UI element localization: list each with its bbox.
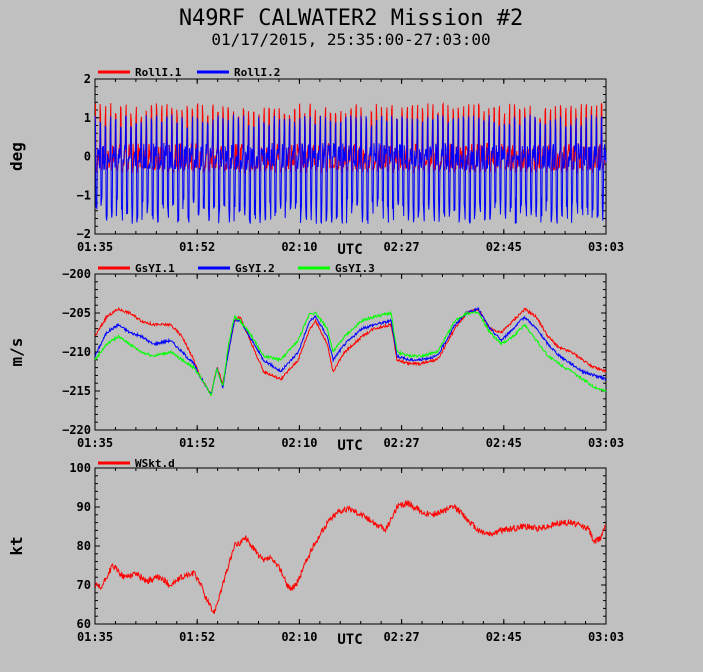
x-tick-label: 01:52 bbox=[179, 240, 215, 254]
y-axis-label: deg bbox=[7, 142, 26, 171]
y-tick-label: −215 bbox=[62, 384, 91, 398]
y-tick-label: 0 bbox=[84, 150, 91, 164]
x-axis-label: UTC bbox=[337, 438, 362, 454]
x-tick-label: 02:10 bbox=[281, 240, 317, 254]
x-tick-label: 03:03 bbox=[588, 240, 624, 254]
x-tick-label: 02:27 bbox=[384, 436, 420, 450]
y-tick-label: −200 bbox=[62, 267, 91, 281]
plot-frame bbox=[94, 467, 607, 625]
legend-label: WSkt.d bbox=[135, 457, 175, 470]
legend-label: RollI.2 bbox=[234, 66, 280, 79]
panel-1: 2 1 0 −1 −201:35 01:52 02:10 02:27 02:45 03:03 UTC… bbox=[7, 66, 624, 258]
x-tick-label: 03:03 bbox=[588, 630, 624, 644]
y-tick-label: 70 bbox=[77, 578, 91, 592]
legend-label: GsYI.1 bbox=[135, 262, 175, 275]
x-axis-label: UTC bbox=[337, 632, 362, 648]
legend-label: RollI.1 bbox=[135, 66, 182, 79]
y-tick-label: −205 bbox=[62, 306, 91, 320]
y-tick-label: 60 bbox=[77, 617, 91, 631]
x-tick-label: 01:35 bbox=[77, 436, 113, 450]
series-line-GsYI.2 bbox=[94, 306, 607, 395]
series-line-GsYI.1 bbox=[94, 306, 607, 396]
x-tick-label: 02:27 bbox=[384, 630, 420, 644]
y-tick-label: −1 bbox=[77, 188, 91, 202]
y-tick-label: 100 bbox=[69, 461, 91, 475]
y-tick-label: 2 bbox=[84, 72, 91, 86]
y-axis-label: kt bbox=[7, 536, 26, 555]
y-tick-label: −210 bbox=[62, 345, 91, 359]
x-tick-label: 01:52 bbox=[179, 630, 215, 644]
y-tick-label: 1 bbox=[84, 111, 91, 125]
x-tick-label: 02:10 bbox=[281, 436, 317, 450]
x-tick-label: 01:52 bbox=[179, 436, 215, 450]
x-axis-label: UTC bbox=[337, 242, 362, 258]
chart-panels: 210−1−201:35 01:52 02:10 02:27 02:45 03:03UTC… bbox=[7, 66, 624, 648]
x-tick-label: 02:27 bbox=[384, 240, 420, 254]
x-tick-label: 02:45 bbox=[486, 436, 522, 450]
legend-label: GsYI.3 bbox=[335, 262, 375, 275]
series-line-GsYI.3 bbox=[94, 310, 607, 397]
y-tick-label: 80 bbox=[77, 539, 91, 553]
x-tick-label: 02:10 bbox=[281, 630, 317, 644]
x-tick-label: 01:35 bbox=[77, 630, 113, 644]
y-tick-label: −220 bbox=[62, 423, 91, 437]
chart-title: N49RF CALWATER2 Mission #2 bbox=[179, 6, 523, 31]
chart-subtitle: 01/17/2015, 25:35:00-27:03:00 bbox=[211, 30, 490, 49]
x-tick-label: 01:35 bbox=[77, 240, 113, 254]
y-tick-label: −2 bbox=[77, 227, 91, 241]
x-tick-label: 02:45 bbox=[486, 240, 522, 254]
series-line-RollI.2 bbox=[94, 114, 607, 224]
y-tick-label: 90 bbox=[77, 500, 91, 514]
x-tick-label: 03:03 bbox=[588, 436, 624, 450]
y-axis-label: m/s bbox=[7, 338, 26, 367]
x-tick-label: 02:45 bbox=[486, 630, 522, 644]
series-line-WSkt.d bbox=[94, 499, 607, 614]
legend-label: GsYI.2 bbox=[235, 262, 275, 275]
